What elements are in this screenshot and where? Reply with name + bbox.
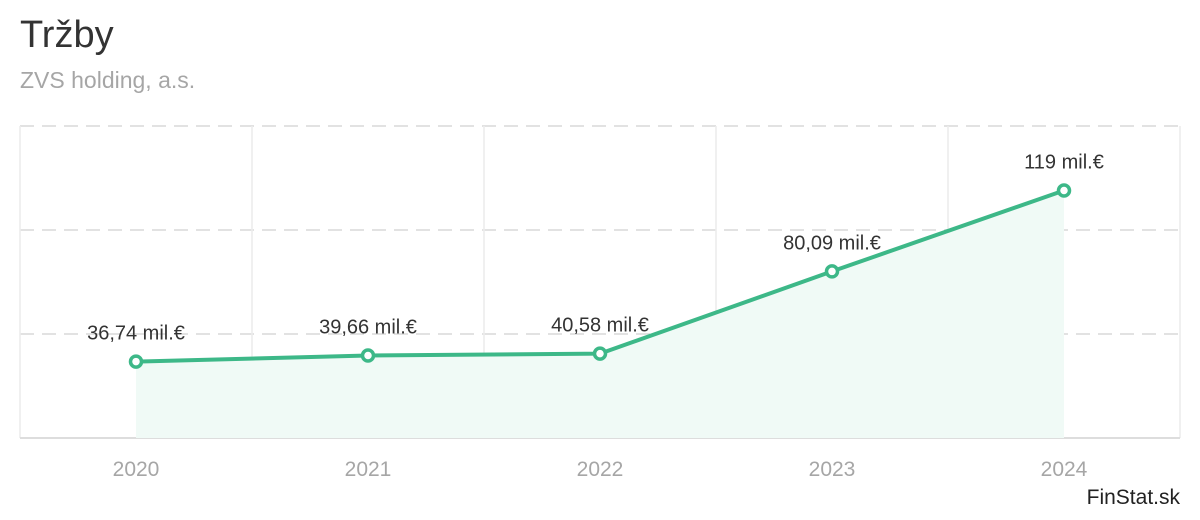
data-label: 39,66 mil.€ <box>319 317 417 339</box>
data-point <box>128 354 144 369</box>
chart-subtitle: ZVS holding, a.s. <box>20 67 196 93</box>
x-tick-label: 2022 <box>577 458 624 481</box>
series-area <box>136 190 1064 438</box>
data-point <box>1056 183 1072 198</box>
data-label: 36,74 mil.€ <box>87 323 185 345</box>
data-point <box>824 264 840 279</box>
data-label: 119 mil.€ <box>1024 151 1104 173</box>
x-tick-label: 2024 <box>1041 458 1088 481</box>
chart-title: Tržby <box>20 14 114 56</box>
data-point <box>360 348 376 363</box>
x-tick-label: 2021 <box>345 458 392 481</box>
x-tick-label: 2023 <box>809 458 856 481</box>
finstat-brand-link[interactable]: FinStat.sk <box>1086 486 1180 509</box>
data-label: 40,58 mil.€ <box>551 315 649 337</box>
x-tick-label: 2020 <box>113 458 160 481</box>
data-point <box>592 346 608 361</box>
data-label: 80,09 mil.€ <box>783 232 881 254</box>
